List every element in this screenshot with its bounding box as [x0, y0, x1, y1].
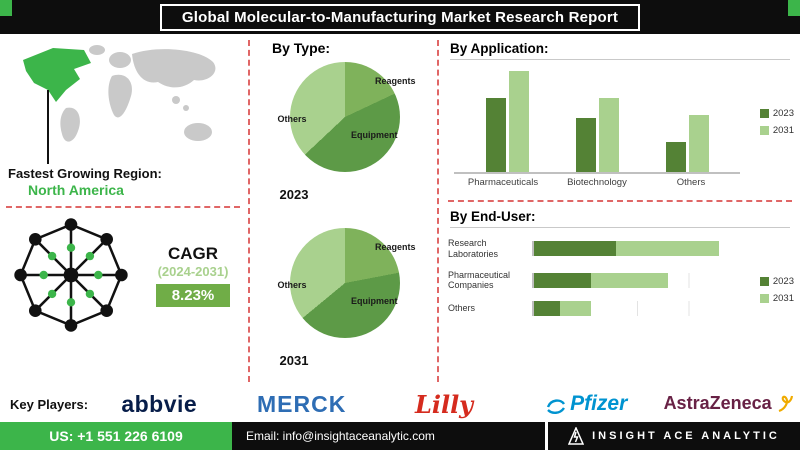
category-label: Others: [676, 177, 706, 188]
divider-vertical-right: [437, 40, 439, 382]
cagr-value-badge: 8.23%: [155, 283, 231, 307]
legend-label: 2023: [772, 276, 794, 287]
brand-box: INSIGHT ACE ANALYTIC: [548, 422, 800, 450]
category-label: Pharmaceutical Companies: [448, 269, 511, 291]
legend-label: 2031: [772, 293, 794, 304]
pie-year-2031: 2031: [279, 353, 309, 368]
bar-categories: Pharmaceuticals Biotechnology Others: [454, 174, 740, 188]
divider-dashed: [6, 206, 240, 208]
brand-name: INSIGHT ACE ANALYTIC: [592, 430, 780, 442]
hbar-row-0: Research Laboratories: [448, 238, 740, 260]
key-players-row: Key Players: abbvie MERCK Lilly Pfizer A…: [0, 386, 800, 422]
world-map: [23, 45, 216, 164]
bar-2031: [688, 115, 709, 172]
bar-plot: [454, 64, 740, 174]
bar-2023: [665, 142, 686, 172]
bottom-bar: US: +1 551 226 6109 Email: info@insighta…: [0, 422, 800, 450]
bar-group-0: [485, 64, 529, 172]
logo-lilly: Lilly: [414, 389, 474, 419]
logo-merck: MERCK: [256, 390, 347, 417]
logo-astrazeneca: AstraZeneca: [658, 393, 800, 416]
pie-2031-box: Reagents Equipment Others 2031: [264, 224, 424, 382]
bar-2023: [485, 97, 506, 172]
legend-swatch: [759, 277, 769, 286]
by-type-heading: By Type:: [272, 40, 331, 56]
category-label: Research Laboratories: [448, 238, 499, 259]
logo-abbvie: abbvie: [121, 390, 198, 417]
fastest-growing-region: North America: [28, 182, 124, 198]
logo-pfizer: Pfizer: [515, 392, 657, 416]
legend-item: 2023: [759, 108, 794, 119]
category-label: Pharmaceuticals: [467, 177, 539, 188]
header-corner-left: [0, 0, 12, 16]
header: Global Molecular-to-Manufacturing Market…: [0, 0, 800, 34]
by-type-panel: By Type: Reagents Equipment Others 2023 …: [252, 34, 435, 386]
key-players-label: Key Players:: [10, 396, 89, 412]
pie-label-equipment: Equipment: [351, 296, 398, 306]
right-panel: By Application: Pharmaceuticals Biotechno…: [440, 34, 800, 386]
bar-group-2: [665, 64, 709, 172]
bar-2023: [534, 301, 560, 317]
by-end-user-heading: By End-User:: [450, 209, 790, 228]
pfizer-swirl-icon: [546, 399, 565, 414]
hbar-rows: Research Laboratories Pharmaceutical Comp…: [448, 238, 740, 317]
header-corner-right: [788, 0, 800, 16]
left-panel: Fastest Growing Region: North America: [0, 34, 246, 386]
pie-label-reagents: Reagents: [374, 242, 416, 252]
cagr-label: CAGR: [167, 243, 219, 263]
bar-track: [532, 241, 740, 257]
chart-legend: 2023 2031: [759, 108, 794, 136]
pie-label-equipment: Equipment: [351, 130, 398, 140]
molecule-network-icon: [14, 218, 128, 332]
end-user-bar-chart: Research Laboratories Pharmaceutical Comp…: [448, 238, 794, 317]
chart-legend: 2023 2031: [759, 276, 794, 304]
divider-vertical-left: [248, 40, 250, 382]
pie-label-reagents: Reagents: [374, 76, 416, 86]
bar-2023: [534, 272, 591, 288]
bar-2023: [534, 241, 617, 257]
email-contact: Email: info@insightaceanalytic.com: [232, 422, 548, 450]
category-label: Biotechnology: [567, 177, 627, 188]
phone-contact: US: +1 551 226 6109: [0, 422, 232, 450]
pie-year-2023: 2023: [279, 187, 309, 202]
cagr-block: CAGR (2024-2031) 8.23%: [140, 244, 246, 307]
divider-dashed: [448, 200, 792, 202]
brand-logo-icon: [568, 427, 585, 445]
application-bar-chart: Pharmaceuticals Biotechnology Others 2023 20…: [454, 64, 794, 188]
legend-swatch: [759, 126, 769, 135]
legend-swatch: [759, 294, 769, 303]
bar-2031: [508, 70, 529, 172]
category-label: Others: [448, 303, 476, 314]
cagr-section: CAGR (2024-2031) 8.23%: [0, 212, 246, 338]
legend-swatch: [759, 109, 769, 118]
cagr-period: (2024-2031): [157, 263, 229, 279]
bar-2031: [598, 97, 619, 172]
astrazeneca-swoosh-icon: [778, 396, 794, 413]
fastest-growing-label: Fastest Growing Region:: [8, 166, 162, 181]
hbar-row-1: Pharmaceutical Companies: [448, 270, 740, 292]
pie-2023-box: Reagents Equipment Others 2023: [264, 58, 424, 216]
hbar-row-2: Others: [448, 301, 740, 317]
bar-2023: [575, 118, 596, 172]
pie-label-others: Others: [277, 114, 307, 124]
legend-label: 2023: [772, 108, 794, 119]
legend-item: 2023: [759, 276, 794, 287]
legend-item: 2031: [759, 293, 794, 304]
by-application-heading: By Application:: [450, 41, 790, 60]
legend-label: 2031: [772, 125, 794, 136]
pie-chart-2031: [289, 228, 400, 338]
pie-label-others: Others: [277, 280, 307, 290]
bar-track: [532, 301, 740, 317]
bar-track: [532, 272, 740, 288]
bar-group-1: [575, 64, 619, 172]
legend-item: 2031: [759, 125, 794, 136]
report-title: Global Molecular-to-Manufacturing Market…: [159, 3, 641, 31]
pie-chart-2023: [289, 62, 400, 172]
